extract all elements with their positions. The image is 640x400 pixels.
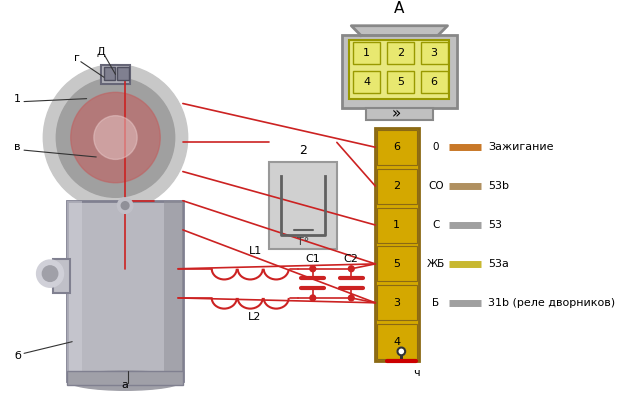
- Text: б: б: [14, 351, 20, 361]
- Bar: [269, 162, 337, 249]
- Bar: [67, 201, 82, 380]
- Bar: [377, 324, 417, 359]
- Text: А: А: [394, 1, 404, 16]
- Circle shape: [310, 295, 316, 301]
- Text: 4: 4: [393, 337, 400, 347]
- Text: в: в: [14, 142, 20, 152]
- Text: C2: C2: [344, 254, 359, 264]
- Text: 53: 53: [488, 220, 502, 230]
- Bar: [342, 36, 457, 108]
- Text: L1: L1: [248, 246, 262, 256]
- Bar: [377, 208, 417, 242]
- Text: 31b (реле дворников): 31b (реле дворников): [488, 298, 615, 308]
- Text: 5: 5: [397, 77, 404, 87]
- Text: Б: Б: [433, 298, 440, 308]
- Text: 1: 1: [363, 48, 370, 58]
- Text: C: C: [432, 220, 440, 230]
- Polygon shape: [351, 26, 447, 36]
- Bar: [387, 72, 414, 93]
- Bar: [377, 169, 417, 204]
- Bar: [420, 72, 447, 93]
- Circle shape: [56, 78, 175, 197]
- Bar: [67, 201, 183, 380]
- Circle shape: [310, 266, 316, 272]
- Text: 2: 2: [393, 181, 400, 191]
- Bar: [353, 72, 380, 93]
- Text: ЖБ: ЖБ: [427, 259, 445, 269]
- Text: Зажигание: Зажигание: [488, 142, 554, 152]
- Circle shape: [121, 202, 129, 210]
- Circle shape: [397, 348, 405, 355]
- Bar: [117, 66, 129, 80]
- Bar: [420, 42, 447, 64]
- Bar: [377, 246, 417, 282]
- Circle shape: [117, 198, 133, 213]
- Text: 53а: 53а: [488, 259, 509, 269]
- Circle shape: [42, 266, 58, 282]
- Bar: [104, 66, 115, 80]
- Ellipse shape: [67, 371, 183, 390]
- Text: 6: 6: [431, 77, 438, 87]
- Text: T°: T°: [297, 236, 309, 246]
- Bar: [101, 65, 130, 84]
- Text: »: »: [392, 106, 401, 121]
- Text: 1: 1: [14, 94, 21, 104]
- Text: ч: ч: [413, 368, 419, 378]
- Text: CO: CO: [428, 181, 444, 191]
- Text: 2: 2: [300, 144, 307, 157]
- Text: 53b: 53b: [488, 181, 509, 191]
- Text: 3: 3: [393, 298, 400, 308]
- Bar: [349, 40, 449, 99]
- Bar: [164, 201, 183, 380]
- Bar: [353, 42, 380, 64]
- Text: 2: 2: [397, 48, 404, 58]
- Text: Д: Д: [97, 47, 106, 57]
- Bar: [377, 130, 417, 165]
- Text: 1: 1: [393, 220, 400, 230]
- Text: C1: C1: [305, 254, 320, 264]
- Bar: [375, 128, 419, 361]
- Text: 4: 4: [363, 77, 371, 87]
- Circle shape: [348, 295, 354, 301]
- Bar: [387, 42, 414, 64]
- Text: г: г: [74, 53, 80, 63]
- Circle shape: [44, 65, 188, 210]
- Bar: [67, 371, 183, 386]
- Text: а: а: [122, 380, 129, 390]
- Text: 3: 3: [431, 48, 438, 58]
- Text: 0: 0: [433, 142, 439, 152]
- Bar: [365, 108, 433, 120]
- Text: L2: L2: [248, 312, 262, 322]
- Circle shape: [71, 92, 160, 183]
- Bar: [377, 285, 417, 320]
- Circle shape: [348, 266, 354, 272]
- Text: 6: 6: [393, 142, 400, 152]
- Circle shape: [36, 260, 63, 287]
- Circle shape: [94, 116, 137, 159]
- Bar: [53, 259, 70, 293]
- Text: 5: 5: [393, 259, 400, 269]
